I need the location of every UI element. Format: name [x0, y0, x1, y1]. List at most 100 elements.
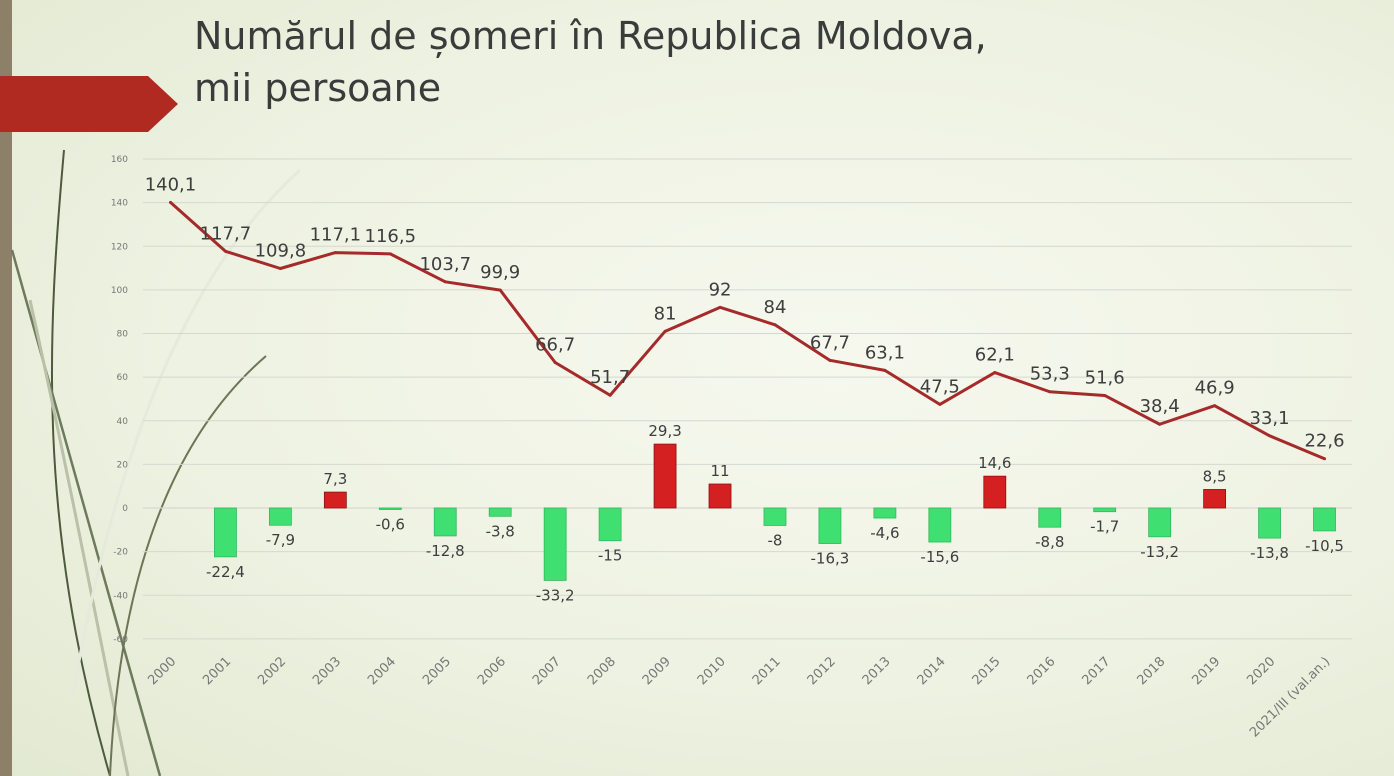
y-tick-label: 0 [122, 504, 128, 514]
line-point-2020 [1268, 434, 1272, 438]
line-point-2021/III (val.an.) [1323, 457, 1327, 461]
line-label-2005: 103,7 [419, 254, 471, 275]
bar-label-2017: -1,7 [1090, 518, 1119, 536]
line-point-2014 [938, 402, 942, 406]
y-tick-label: 120 [111, 242, 128, 252]
line-point-2000 [168, 200, 172, 204]
x-tick-label: 2009 [640, 654, 674, 688]
x-tick-label: 2013 [860, 654, 894, 688]
bar-2003 [323, 491, 347, 509]
x-tick-label: 2000 [145, 654, 179, 688]
line-label-2016: 53,3 [1030, 364, 1070, 385]
bar-2004 [378, 507, 402, 510]
bar-2016 [1038, 507, 1062, 528]
line-label-2013: 63,1 [865, 342, 905, 363]
x-tick-label: 2019 [1189, 654, 1223, 688]
x-tick-label: 2012 [805, 654, 839, 688]
bar-label-2003: 7,3 [323, 470, 347, 488]
line-label-2015: 62,1 [975, 345, 1015, 366]
y-axis-tick-labels: -60 -40 -20 0 20 40 60 80 100 120 140 160 [111, 155, 128, 645]
bar-label-2005: -12,8 [426, 542, 465, 560]
line-point-2008 [608, 393, 612, 397]
change-bars [214, 443, 1336, 581]
line-point-2003 [333, 251, 337, 255]
bar-label-2002: -7,9 [266, 531, 295, 549]
y-tick-label: -60 [113, 635, 128, 645]
y-tick-label: 160 [111, 155, 128, 165]
x-tick-label: 2011 [750, 654, 784, 688]
bar-2010 [708, 483, 732, 509]
line-label-2010: 92 [709, 279, 732, 300]
line-label-2018: 38,4 [1140, 396, 1180, 417]
bar-2015 [983, 475, 1007, 509]
line-label-2017: 51,6 [1085, 367, 1125, 388]
bar-2011 [763, 507, 787, 526]
x-tick-label: 2016 [1025, 654, 1059, 688]
bar-label-2013: -4,6 [870, 524, 899, 542]
line-label-2021/III (val.an.): 22,6 [1304, 431, 1344, 452]
bar-label-2006: -3,8 [486, 522, 515, 540]
bar-label-2019: 8,5 [1203, 467, 1227, 485]
decorative-vines [10, 149, 302, 776]
x-tick-label: 2002 [255, 654, 289, 688]
line-point-2018 [1158, 422, 1162, 426]
line-point-2016 [1048, 390, 1052, 394]
x-tick-label: 2017 [1080, 654, 1114, 688]
bar-2006 [488, 507, 512, 517]
line-label-2003: 117,1 [310, 225, 362, 246]
x-tick-label: 2008 [585, 654, 619, 688]
bar-label-2011: -8 [767, 531, 782, 549]
x-tick-label: 2010 [695, 654, 729, 688]
line-label-2008: 51,7 [590, 367, 630, 388]
chart-title-line2: mii persoane [194, 66, 442, 110]
bar-2008 [598, 507, 622, 542]
bar-2017 [1093, 507, 1117, 513]
y-tick-label: -20 [113, 548, 128, 558]
line-point-2012 [828, 358, 832, 362]
bar-label-2001: -22,4 [206, 563, 245, 581]
bar-label-2021/III (val.an.): -10,5 [1305, 537, 1344, 555]
line-label-2001: 117,7 [200, 223, 252, 244]
bar-2007 [543, 507, 567, 581]
bar-2014 [928, 507, 952, 543]
x-tick-label: 2006 [475, 654, 509, 688]
line-point-2006 [498, 288, 502, 292]
y-tick-label: 60 [117, 373, 129, 383]
line-point-2015 [993, 371, 997, 375]
bar-label-2007: -33,2 [536, 586, 575, 604]
line-label-2009: 81 [654, 303, 677, 324]
line-point-2009 [663, 329, 667, 333]
line-label-2011: 84 [764, 297, 787, 318]
bar-label-2004: -0,6 [376, 515, 405, 533]
x-tick-label: 2007 [530, 654, 564, 688]
title-banner-arrow [0, 76, 178, 132]
chart-title: Numărul de șomeri în Republica Moldova, … [194, 10, 987, 114]
bar-2013 [873, 507, 897, 519]
line-point-2019 [1213, 404, 1217, 408]
line-label-2012: 67,7 [810, 332, 850, 353]
left-accent-strip [0, 0, 12, 776]
bar-label-2016: -8,8 [1035, 533, 1064, 551]
line-point-2011 [773, 323, 777, 327]
line-point-2002 [278, 266, 282, 270]
bar-2005 [433, 507, 457, 537]
bar-label-2010: 11 [710, 462, 729, 480]
bar-2001 [214, 507, 237, 558]
line-label-2020: 33,1 [1250, 408, 1290, 429]
line-point-2001 [223, 249, 227, 253]
bar-label-2008: -15 [598, 547, 623, 565]
x-axis-tick-labels: 2000 2001 2002 2003 2004 2005 2006 2007 2008 2009… [145, 654, 1333, 740]
x-tick-label: 2005 [420, 654, 454, 688]
unemployment-line [168, 200, 1327, 461]
unemployment-polyline [169, 201, 1326, 461]
y-tick-label: 20 [117, 460, 129, 470]
bar-label-2009: 29,3 [648, 422, 681, 440]
y-tick-label: 80 [117, 330, 129, 340]
line-label-2006: 99,9 [480, 262, 520, 283]
bar-label-2020: -13,8 [1250, 544, 1289, 562]
y-tick-label: 140 [111, 199, 128, 209]
bar-2020 [1258, 507, 1281, 539]
bar-2012 [818, 507, 842, 544]
line-point-2007 [553, 361, 557, 365]
y-tick-label: 100 [111, 286, 128, 296]
